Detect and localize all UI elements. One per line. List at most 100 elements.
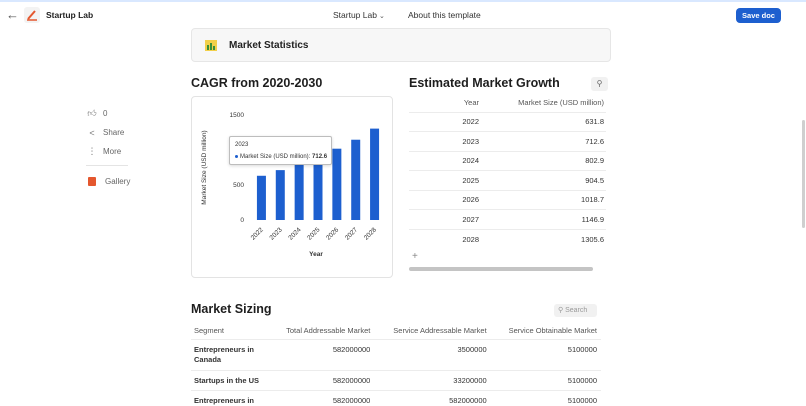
year-cell: 2022 xyxy=(409,111,481,132)
x-tick-label: 2027 xyxy=(344,226,359,241)
table-row[interactable]: 2027 1146.9 xyxy=(409,209,606,229)
market-size-cell: 712.6 xyxy=(481,131,606,151)
back-arrow-icon[interactable]: ← xyxy=(6,7,19,22)
bar-2023 xyxy=(275,170,285,220)
bar-2025 xyxy=(313,156,323,220)
chart-tooltip: 2023 Market Size (USD million): 712.6 xyxy=(229,136,332,165)
add-row-button[interactable]: + xyxy=(412,251,418,262)
vertical-scrollbar[interactable] xyxy=(802,120,805,228)
thumbs-up-icon: 👍︎ xyxy=(87,108,97,118)
table-row[interactable]: Entrepreneurs in Canada 582000000 350000… xyxy=(191,338,601,370)
col-year[interactable]: Year xyxy=(463,98,479,108)
share-icon: < xyxy=(89,127,95,138)
share-button[interactable]: < Share xyxy=(86,123,146,142)
x-tick-label: 2028 xyxy=(363,226,378,241)
gallery-link[interactable]: Gallery xyxy=(86,172,146,191)
more-button[interactable]: ⋮ More xyxy=(86,142,146,161)
market-size-cell: 1146.9 xyxy=(481,209,606,229)
som-cell: 5100000 xyxy=(490,338,601,370)
x-tick-label: 2024 xyxy=(287,226,302,241)
sizing-search-input[interactable]: ⚲ Search xyxy=(554,304,597,317)
col-tam[interactable]: Total Addressable Market xyxy=(286,325,371,335)
nav-about-template[interactable]: About this template xyxy=(408,10,481,20)
sidebar-divider xyxy=(86,165,128,166)
segment-cell: Entrepreneurs in the xyxy=(191,389,269,406)
sam-cell: 582000000 xyxy=(374,389,491,406)
bar-chart-svg: 050010001500Market Size (USD million)202… xyxy=(201,112,380,258)
growth-search-icon[interactable]: ⚲ xyxy=(591,77,608,91)
y-tick-label: 1500 xyxy=(230,112,245,119)
som-cell: 5100000 xyxy=(490,389,601,406)
x-tick-label: 2026 xyxy=(325,226,340,241)
tooltip-series-label: Market Size (USD million): xyxy=(240,154,311,160)
col-som[interactable]: Service Obtainable Market xyxy=(508,325,597,335)
y-tick-label: 500 xyxy=(233,182,244,189)
search-placeholder: Search xyxy=(565,307,588,314)
nav-startup-lab-label: Startup Lab xyxy=(333,10,377,20)
bar-2028 xyxy=(370,128,380,220)
tam-cell: 582000000 xyxy=(269,389,375,406)
gallery-label: Gallery xyxy=(105,177,131,186)
more-vertical-icon: ⋮ xyxy=(87,146,97,156)
cagr-heading: CAGR from 2020-2030 xyxy=(191,76,323,90)
table-row[interactable]: 2026 1018.7 xyxy=(409,189,606,210)
bar-2022 xyxy=(256,175,266,220)
table-row[interactable]: 2024 802.9 xyxy=(409,150,606,171)
share-label: Share xyxy=(103,128,125,137)
growth-table: Year Market Size (USD million) 2022 631.8… xyxy=(409,94,606,249)
year-cell: 2028 xyxy=(409,228,481,249)
gallery-icon xyxy=(88,177,96,186)
x-tick-label: 2025 xyxy=(306,226,321,241)
segment-cell: Startups in the US xyxy=(191,369,269,390)
market-size-cell: 904.5 xyxy=(481,170,606,190)
cagr-chart: 050010001500Market Size (USD million)202… xyxy=(191,96,393,278)
segment-cell: Entrepreneurs in Canada xyxy=(191,338,269,370)
market-size-cell: 631.8 xyxy=(481,111,606,132)
tam-cell: 582000000 xyxy=(269,338,375,370)
growth-heading: Estimated Market Growth xyxy=(409,76,560,90)
x-tick-label: 2022 xyxy=(250,226,265,241)
table-row[interactable]: Startups in the US 582000000 33200000 51… xyxy=(191,369,601,390)
growth-header-row: Year Market Size (USD million) xyxy=(409,94,606,112)
col-segment[interactable]: Segment xyxy=(194,325,225,335)
year-cell: 2025 xyxy=(409,170,481,190)
top-bar: ← Startup Lab Startup Lab ⌄ About this te… xyxy=(0,0,806,30)
market-size-cell: 1018.7 xyxy=(481,189,606,210)
market-size-cell: 1305.6 xyxy=(481,228,606,249)
table-row[interactable]: 2025 904.5 xyxy=(409,170,606,190)
sam-cell: 33200000 xyxy=(374,369,491,390)
market-sizing-table: Segment Total Addressable Market Service… xyxy=(191,322,601,406)
doc-side-actions: 👍︎ 0 < Share ⋮ More Gallery xyxy=(86,104,146,191)
bar-2027 xyxy=(351,139,361,220)
som-cell: 5100000 xyxy=(490,369,601,390)
table-row[interactable]: 2028 1305.6 xyxy=(409,228,606,249)
app-title[interactable]: Startup Lab xyxy=(46,10,94,20)
like-button[interactable]: 👍︎ 0 xyxy=(86,104,146,123)
market-size-cell: 802.9 xyxy=(481,150,606,171)
tooltip-line: Market Size (USD million): 712.6 xyxy=(235,154,327,160)
market-sizing-heading: Market Sizing xyxy=(191,302,272,316)
save-doc-button[interactable]: Save doc xyxy=(736,8,781,23)
table-row[interactable]: 2022 631.8 xyxy=(409,111,606,132)
y-tick-label: 0 xyxy=(240,217,244,224)
year-cell: 2027 xyxy=(409,209,481,229)
more-label: More xyxy=(103,147,122,156)
bar-2026 xyxy=(332,148,342,220)
horizontal-scrollbar[interactable] xyxy=(409,267,593,271)
section-title: Market Statistics xyxy=(229,40,309,51)
year-cell: 2024 xyxy=(409,150,481,171)
tooltip-value: 712.6 xyxy=(312,154,328,160)
col-market-size[interactable]: Market Size (USD million) xyxy=(518,98,604,108)
col-sam[interactable]: Service Addressable Market xyxy=(393,325,487,335)
table-row[interactable]: Entrepreneurs in the 582000000 582000000… xyxy=(191,389,601,406)
x-axis-label: Year xyxy=(309,251,323,258)
startup-lab-logo-icon[interactable] xyxy=(24,7,40,23)
nav-startup-lab-dropdown[interactable]: Startup Lab ⌄ xyxy=(333,10,385,20)
series-dot-icon xyxy=(235,154,238,158)
chart-emoji-icon xyxy=(205,40,217,51)
tooltip-category: 2023 xyxy=(235,142,249,148)
sizing-header-row: Segment Total Addressable Market Service… xyxy=(191,322,601,339)
table-row[interactable]: 2023 712.6 xyxy=(409,131,606,151)
chevron-down-icon: ⌄ xyxy=(378,13,385,20)
year-cell: 2023 xyxy=(409,131,481,151)
